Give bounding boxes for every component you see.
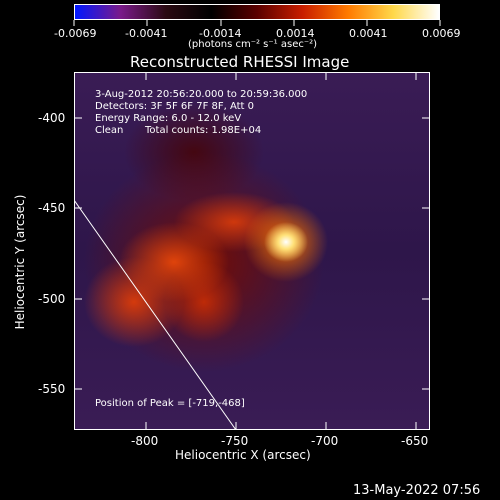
- peak-position: Position of Peak = [-719,-468]: [95, 398, 245, 409]
- plot-frame: [74, 72, 430, 430]
- colorbar-tick-label: -0.0041: [125, 27, 168, 40]
- y-tick-label: -500: [38, 292, 66, 306]
- colorbar: [74, 4, 440, 20]
- colorbar-tick-label: 0.0069: [422, 27, 461, 40]
- colorbar-tick-label: -0.0014: [199, 27, 242, 40]
- y-tick-label: -400: [38, 111, 66, 125]
- energy-range: Energy Range: 6.0 - 12.0 keV: [95, 113, 242, 124]
- y-axis-label: Heliocentric Y (arcsec): [13, 194, 27, 330]
- detectors: Detectors: 3F 5F 6F 7F 8F, Att 0: [95, 101, 255, 112]
- colorbar-gradient: [75, 5, 439, 19]
- colorbar-tick-label: 0.0041: [349, 27, 388, 40]
- y-tick-label: -550: [38, 382, 66, 396]
- image-title: Reconstructed RHESSI Image: [130, 53, 350, 71]
- limb-line: [74, 199, 237, 430]
- x-tick-label: -650: [401, 434, 429, 448]
- y-tick-label: -450: [38, 201, 66, 215]
- algorithm: Clean: [95, 125, 124, 136]
- colorbar-tick-label: 0.0014: [276, 27, 315, 40]
- colorbar-units: (photons cm⁻² s⁻¹ asec⁻²): [188, 39, 318, 50]
- time-range: 3-Aug-2012 20:56:20.000 to 20:59:36.000: [95, 89, 308, 100]
- rhessi-image: [74, 72, 430, 430]
- x-tick-label: -800: [131, 434, 159, 448]
- colorbar-ticks: [73, 20, 441, 26]
- total-counts: Total counts: 1.98E+04: [145, 125, 262, 136]
- colorbar-tick-label: -0.0069: [54, 27, 97, 40]
- footer-date: 13-May-2022 07:56: [353, 483, 481, 498]
- x-axis-label: Heliocentric X (arcsec): [175, 448, 311, 462]
- x-tick-label: -700: [311, 434, 339, 448]
- x-tick-label: -750: [221, 434, 249, 448]
